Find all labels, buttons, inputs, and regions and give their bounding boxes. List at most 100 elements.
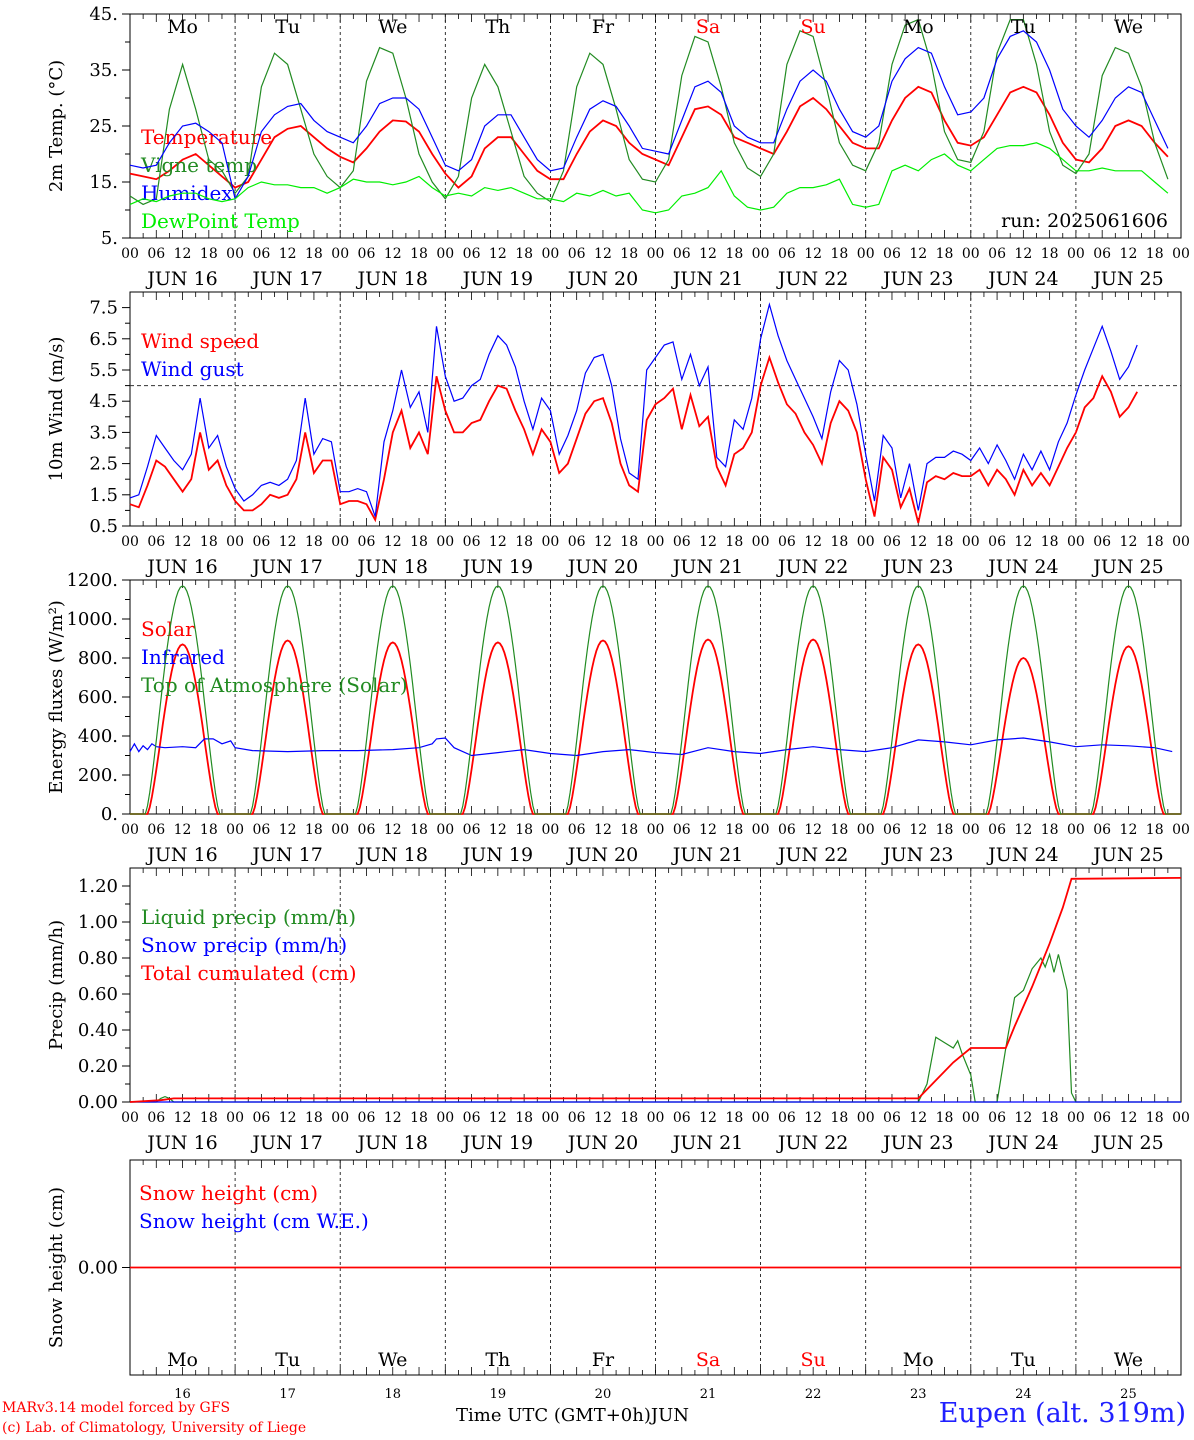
hour-tick-label: 00	[436, 822, 454, 838]
hour-tick-label: 18	[1041, 534, 1059, 550]
y-tick-label: 1.00	[78, 912, 118, 933]
date-label: JUN 22	[776, 268, 848, 290]
hour-tick-label: 18	[305, 822, 323, 838]
series-line-wind-speed	[129, 354, 1138, 524]
day-name-label: We	[1114, 16, 1143, 38]
date-label: JUN 20	[566, 556, 638, 578]
y-tick-label: 0.20	[78, 1056, 118, 1077]
date-label: JUN 18	[356, 556, 428, 578]
day-name-label: Tu	[275, 16, 300, 38]
hour-tick-label: 06	[778, 822, 796, 838]
hour-tick-label: 00	[1172, 534, 1190, 550]
hour-tick-label: 18	[200, 246, 218, 262]
panel-3: Energy fluxes (W/m²) 0. 200. 400. 600. 800. 10…	[46, 570, 1190, 866]
hour-tick-label: 18	[200, 1110, 218, 1126]
day-name-label: Tu	[275, 1349, 300, 1371]
day-number-label: 19	[490, 1387, 507, 1400]
hour-tick-label: 00	[1172, 246, 1190, 262]
hour-tick-label: 06	[778, 246, 796, 262]
y-axis-label: Snow height (cm)	[46, 1187, 67, 1348]
hour-tick-label: 06	[988, 534, 1006, 550]
day-number-label: 23	[910, 1387, 927, 1400]
date-label: JUN 21	[671, 556, 743, 578]
hour-tick-label: 00	[647, 822, 665, 838]
hour-tick-label: 18	[1041, 246, 1059, 262]
hour-tick-label: 06	[147, 246, 165, 262]
series-line-infrared	[129, 737, 1173, 757]
day-name-label: Fr	[592, 1349, 615, 1371]
y-tick-label: 600.	[78, 687, 118, 708]
plot-frame	[129, 13, 1182, 239]
hour-tick-label: 00	[1067, 1110, 1085, 1126]
day-name-label: Su	[801, 16, 826, 38]
hour-tick-label: 18	[410, 534, 428, 550]
hour-tick-label: 00	[1172, 1110, 1190, 1126]
hour-tick-label: 06	[358, 246, 376, 262]
hour-tick-label: 00	[226, 1110, 244, 1126]
hour-tick-label: 18	[620, 1110, 638, 1126]
hour-tick-label: 00	[331, 822, 349, 838]
hour-tick-label: 18	[1146, 534, 1164, 550]
hour-tick-label: 12	[804, 534, 822, 550]
day-name-label: Sa	[696, 16, 720, 38]
date-label: JUN 24	[986, 1132, 1058, 1154]
date-label: JUN 25	[1091, 1132, 1163, 1154]
hour-tick-label: 12	[384, 246, 402, 262]
y-tick-label: 200.	[78, 765, 118, 786]
location-label: Eupen (alt. 319m)	[938, 1398, 1186, 1429]
day-number-label: 21	[700, 1387, 717, 1400]
day-name-label: Fr	[592, 16, 615, 38]
run-label: run: 2025061606	[1001, 210, 1168, 232]
hour-tick-label: 06	[1093, 822, 1111, 838]
hour-tick-label: 18	[831, 246, 849, 262]
y-tick-label: 0.00	[78, 1258, 118, 1279]
hour-tick-label: 00	[857, 246, 875, 262]
hour-tick-label: 06	[673, 534, 691, 550]
date-label: JUN 23	[881, 1132, 953, 1154]
hour-tick-label: 12	[594, 246, 612, 262]
hour-tick-label: 12	[1014, 822, 1032, 838]
y-tick-label: 800.	[78, 648, 118, 669]
hour-tick-label: 00	[331, 1110, 349, 1126]
day-name-label: We	[378, 1349, 407, 1371]
date-label: JUN 23	[881, 844, 953, 866]
y-tick-label: 7.5	[89, 298, 118, 319]
date-label: JUN 16	[145, 268, 217, 290]
y-axis-label: 10m Wind (m/s)	[46, 337, 67, 482]
day-number-label: 25	[1120, 1387, 1137, 1400]
series-line-vigne-temp	[129, 18, 1169, 206]
series-line-top-of-atmosphere-solar-	[130, 585, 1181, 815]
time-axis-text: Time UTC (GMT+0h)	[456, 1405, 651, 1426]
hour-tick-label: 12	[909, 534, 927, 550]
date-label: JUN 20	[566, 844, 638, 866]
series-line-wind-gust	[129, 302, 1138, 517]
y-tick-label: 6.5	[89, 329, 118, 350]
y-tick-label: 25.	[89, 116, 118, 137]
legend-entry: Liquid precip (mm/h)	[141, 905, 356, 929]
hour-tick-label: 18	[1146, 822, 1164, 838]
hour-tick-label: 06	[883, 1110, 901, 1126]
date-label: JUN 25	[1091, 844, 1163, 866]
legend-entry: Top of Atmosphere (Solar)	[141, 673, 408, 697]
hour-tick-label: 12	[804, 822, 822, 838]
hour-tick-label: 06	[252, 822, 270, 838]
day-name-label: Sa	[696, 1349, 720, 1371]
credit-line-2: (c) Lab. of Climatology, University of L…	[2, 1420, 307, 1436]
hour-tick-label: 18	[515, 822, 533, 838]
date-label: JUN 20	[566, 268, 638, 290]
legend-entry: Total cumulated (cm)	[141, 961, 357, 985]
hour-tick-label: 18	[936, 1110, 954, 1126]
hour-tick-label: 06	[883, 822, 901, 838]
day-name-label: Th	[485, 16, 510, 38]
hour-tick-label: 12	[384, 822, 402, 838]
day-number-label: 17	[279, 1387, 296, 1400]
hour-tick-label: 00	[752, 822, 770, 838]
credit-line-1: MARv3.14 model forced by GFS	[2, 1400, 231, 1416]
hour-tick-label: 06	[252, 246, 270, 262]
date-label: JUN 24	[986, 844, 1058, 866]
day-name-label: Th	[485, 1349, 510, 1371]
hour-tick-label: 06	[568, 534, 586, 550]
hour-tick-label: 18	[410, 822, 428, 838]
hour-tick-label: 00	[121, 822, 139, 838]
hour-tick-label: 12	[489, 1110, 507, 1126]
